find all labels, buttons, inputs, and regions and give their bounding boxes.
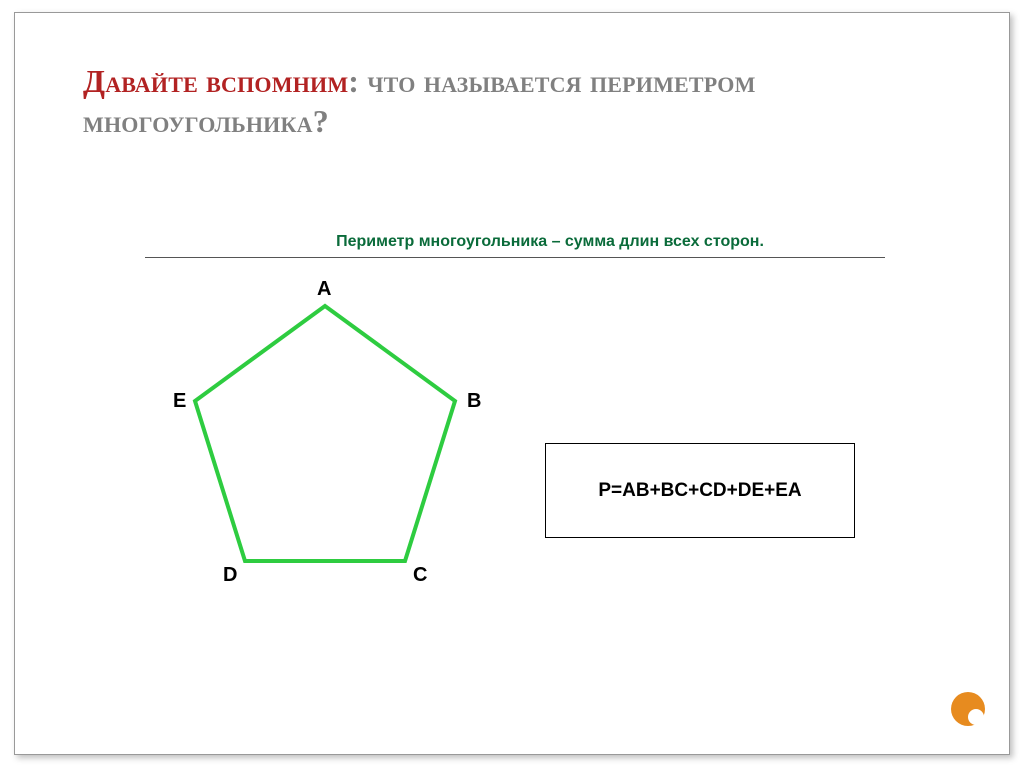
formula-text: P=AB+BC+CD+DE+EA: [598, 480, 801, 502]
pentagon-shape: [195, 306, 455, 561]
slide-frame: Давайте вспомним: что называется перимет…: [14, 12, 1010, 755]
vertex-label-E: E: [173, 390, 186, 412]
vertex-labels: A B C D E: [173, 278, 481, 586]
vertex-label-B: B: [467, 390, 481, 412]
definition-divider: [145, 257, 885, 258]
title-accent: Давайте вспомним: [83, 63, 348, 99]
vertex-label-A: A: [317, 278, 331, 300]
definition-text: Периметр многоугольника – сумма длин все…: [255, 233, 845, 251]
pentagon-svg: A B C D E: [145, 271, 505, 591]
vertex-label-D: D: [223, 564, 237, 586]
corner-circle-inner: [968, 709, 984, 725]
vertex-label-C: C: [413, 564, 427, 586]
formula-box: P=AB+BC+CD+DE+EA: [545, 443, 855, 538]
pentagon-diagram: A B C D E: [145, 271, 505, 591]
slide-title: Давайте вспомним: что называется перимет…: [83, 61, 941, 141]
